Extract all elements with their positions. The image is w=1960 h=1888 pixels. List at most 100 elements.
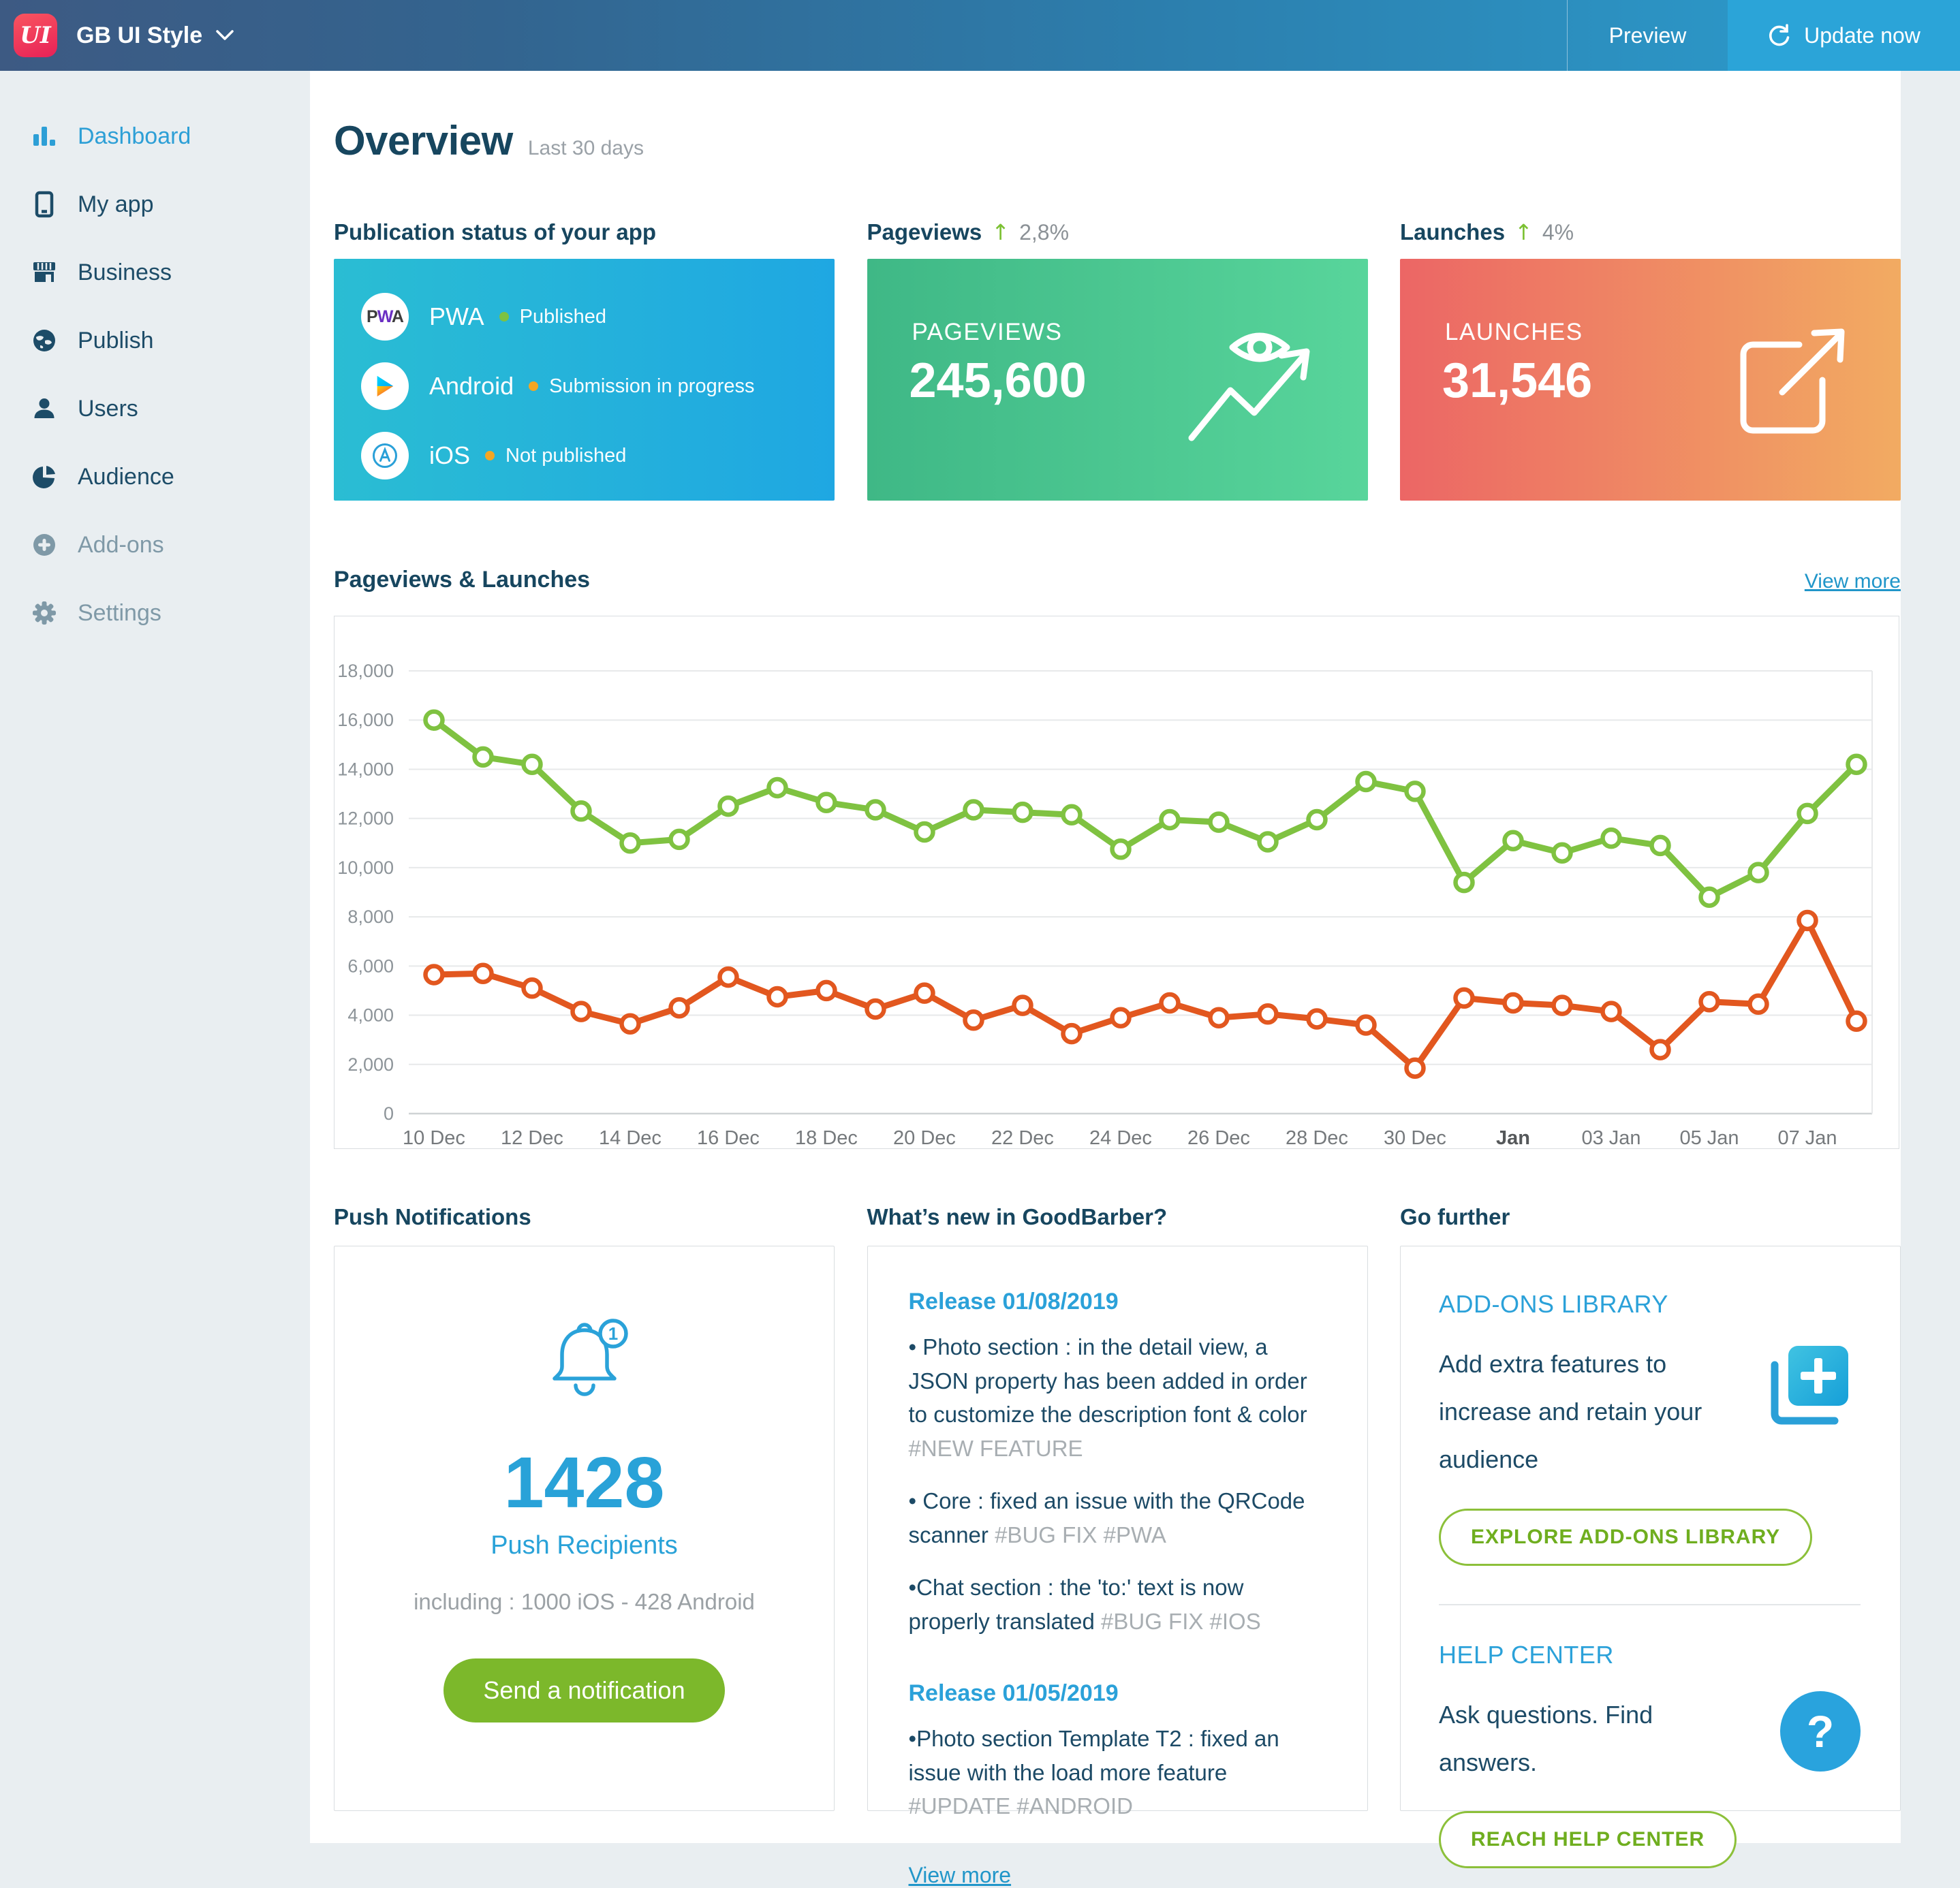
eye-trend-icon [1188, 332, 1309, 441]
chart-title: Pageviews & Launches [334, 567, 591, 593]
release-title: Release 01/08/2019 [908, 1289, 1119, 1315]
publication-row-ios: iOS Not published [361, 424, 835, 488]
svg-text:03 Jan: 03 Jan [1581, 1127, 1640, 1148]
bar-chart-icon [30, 122, 59, 151]
send-notification-button[interactable]: Send a notification [444, 1658, 725, 1722]
pageviews-label: PAGEVIEWS [912, 319, 1063, 345]
app-name: GB UI Style [76, 22, 203, 48]
svg-text:18,000: 18,000 [337, 661, 394, 681]
sidebar-item-settings[interactable]: Settings [0, 579, 310, 647]
svg-text:8,000: 8,000 [347, 907, 394, 927]
page-header: Overview Last 30 days [334, 117, 644, 164]
sidebar-item-business[interactable]: Business [0, 238, 310, 306]
divider [1439, 1603, 1861, 1605]
release-block: Release 01/05/2019 •Photo section Templa… [909, 1680, 1328, 1823]
external-link-icon [1740, 328, 1845, 434]
sidebar-item-audience[interactable]: Audience [0, 443, 310, 511]
help-center-text: Ask questions. Find answers. [1439, 1700, 1653, 1776]
add-ons-library-title: ADD-ONS LIBRARY [1439, 1290, 1668, 1318]
whats-new-heading: What’s new in GoodBarber? [867, 1204, 1168, 1229]
release-tags: #BUG FIX #PWA [995, 1522, 1166, 1547]
publication-status-card: PWA PWA Published [334, 259, 835, 501]
gear-icon [30, 599, 59, 627]
status-dot-not-published [485, 451, 495, 460]
svg-text:Jan: Jan [1496, 1127, 1530, 1148]
chart-view-more-link[interactable]: View more [1804, 570, 1901, 593]
pwa-logo-icon: PWA [361, 293, 409, 341]
topbar: UI GB UI Style Preview Update now [0, 0, 1960, 71]
add-ons-library-icon [1771, 1346, 1848, 1425]
publication-status-heading: Publication status of your app [334, 219, 657, 245]
svg-text:14,000: 14,000 [337, 759, 394, 779]
bell-icon: 1 [530, 1309, 639, 1415]
svg-text:30 Dec: 30 Dec [1384, 1127, 1446, 1148]
whats-new-card: Release 01/08/2019 • Photo section : in … [867, 1246, 1368, 1887]
svg-text:14 Dec: 14 Dec [599, 1127, 662, 1148]
svg-text:20 Dec: 20 Dec [893, 1127, 956, 1148]
pageviews-value: 245,600 [909, 353, 1087, 408]
svg-text:05 Jan: 05 Jan [1679, 1127, 1739, 1148]
sidebar-item-publish[interactable]: Publish [0, 306, 310, 375]
sidebar-item-dashboard[interactable]: Dashboard [0, 102, 310, 170]
update-now-button[interactable]: Update now [1728, 0, 1960, 71]
publication-row-android: Android Submission in progress [361, 354, 835, 418]
svg-text:28 Dec: 28 Dec [1286, 1127, 1348, 1148]
launches-card: LAUNCHES 31,546 [1400, 259, 1901, 501]
main-content: Overview Last 30 days Publication status… [310, 71, 1901, 1887]
question-icon: ? [1780, 1690, 1861, 1772]
status-dot-in-progress [529, 381, 539, 391]
google-play-icon [361, 362, 409, 410]
push-recipients-label: Push Recipients [491, 1531, 678, 1560]
launches-heading: Launches ↑ 4% [1400, 219, 1574, 245]
app-store-icon [361, 432, 409, 479]
refresh-icon [1769, 24, 1790, 46]
chevron-down-icon [216, 30, 234, 40]
svg-text:18 Dec: 18 Dec [795, 1127, 858, 1148]
pageviews-heading: Pageviews ↑ 2,8% [867, 219, 1070, 245]
launches-value: 31,546 [1442, 353, 1593, 408]
svg-text:10,000: 10,000 [337, 858, 394, 878]
svg-text:22 Dec: 22 Dec [991, 1127, 1054, 1148]
svg-text:12 Dec: 12 Dec [501, 1127, 563, 1148]
explore-add-ons-button[interactable]: EXPLORE ADD-ONS LIBRARY [1439, 1508, 1813, 1566]
sidebar-item-add-ons[interactable]: Add-ons [0, 511, 310, 579]
reach-help-center-button[interactable]: REACH HELP CENTER [1439, 1810, 1737, 1868]
up-arrow-icon: ↑ [991, 219, 1010, 245]
chart-svg: 0 2,000 4,000 6,000 8,000 10,000 12,000 14,000 1… [337, 661, 1873, 1148]
svg-text:26 Dec: 26 Dec [1187, 1127, 1250, 1148]
svg-text:2,000: 2,000 [347, 1054, 394, 1075]
release-tags: #UPDATE #ANDROID [908, 1793, 1133, 1819]
storefront-icon [30, 258, 59, 287]
go-further-heading: Go further [1400, 1204, 1510, 1229]
release-note: • Photo section : in the detail view, a … [908, 1334, 1307, 1461]
sidebar-item-users[interactable]: Users [0, 375, 310, 443]
app-switcher[interactable]: GB UI Style [76, 22, 234, 49]
sidebar: Dashboard My app Business Publish Users … [0, 71, 310, 1843]
pageviews-launches-chart: 0 2,000 4,000 6,000 8,000 10,000 12,000 14,000 1… [334, 616, 1899, 1149]
pie-chart-icon [30, 462, 59, 491]
push-recipients-detail: including : 1000 iOS - 428 Android [414, 1589, 755, 1614]
push-notifications-heading: Push Notifications [334, 1204, 531, 1229]
add-ons-library-section: ADD-ONS LIBRARY Add extra features to in… [1439, 1290, 1861, 1566]
release-note: •Chat section : the 'to:' text is now pr… [908, 1575, 1261, 1634]
user-icon [30, 394, 59, 423]
svg-text:16,000: 16,000 [337, 710, 394, 730]
phone-icon [30, 190, 59, 219]
go-further-card: ADD-ONS LIBRARY Add extra features to in… [1400, 1246, 1901, 1868]
up-arrow-icon: ↑ [1514, 219, 1533, 245]
status-dot-published [499, 312, 509, 321]
svg-text:4,000: 4,000 [347, 1005, 394, 1026]
pageviews-delta: 2,8% [1019, 219, 1070, 245]
sidebar-item-my-app[interactable]: My app [0, 170, 310, 238]
whats-new-view-more-link[interactable]: View more [908, 1862, 1012, 1887]
push-recipients-count: 1428 [503, 1443, 665, 1523]
pageviews-card: PAGEVIEWS 245,600 [867, 259, 1368, 501]
publication-row-pwa: PWA PWA Published [361, 285, 835, 349]
page-title: Overview [334, 118, 513, 163]
preview-button[interactable]: Preview [1567, 0, 1728, 71]
chart-section-header: Pageviews & Launches View more [334, 567, 1901, 593]
svg-text:6,000: 6,000 [347, 956, 394, 976]
release-note: •Photo section Template T2 : fixed an is… [908, 1726, 1279, 1819]
launches-delta: 4% [1542, 219, 1574, 245]
add-ons-library-text: Add extra features to increase and retai… [1439, 1350, 1702, 1474]
